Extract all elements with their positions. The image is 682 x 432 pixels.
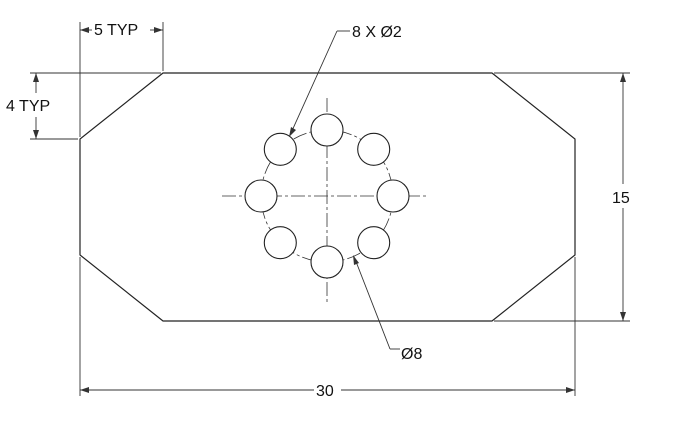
hole	[357, 226, 391, 260]
chamfer-height-dimension: 4 TYP	[6, 72, 161, 140]
chamfer-height-label: 4 TYP	[6, 98, 50, 115]
hole-callout: 8 X Ø2	[289, 24, 402, 137]
hole-callout-label: 8 X Ø2	[352, 24, 402, 41]
part-outline	[79, 72, 576, 322]
hole	[263, 132, 297, 166]
hole	[310, 245, 344, 279]
bolt-circle-callout: Ø8	[353, 255, 422, 363]
chamfer-width-label: 5 TYP	[94, 22, 138, 39]
width-label: 30	[316, 383, 334, 400]
hole	[244, 179, 278, 213]
width-dimension: 30	[79, 257, 576, 400]
hole-pattern	[244, 113, 410, 279]
height-label: 15	[612, 190, 630, 207]
bolt-circle-label: Ø8	[401, 346, 422, 363]
height-dimension: 15	[494, 72, 630, 322]
hole	[263, 226, 297, 260]
hole	[310, 113, 344, 147]
hole	[376, 179, 410, 213]
hole	[357, 132, 391, 166]
chamfer-width-dimension: 5 TYP	[79, 22, 164, 137]
